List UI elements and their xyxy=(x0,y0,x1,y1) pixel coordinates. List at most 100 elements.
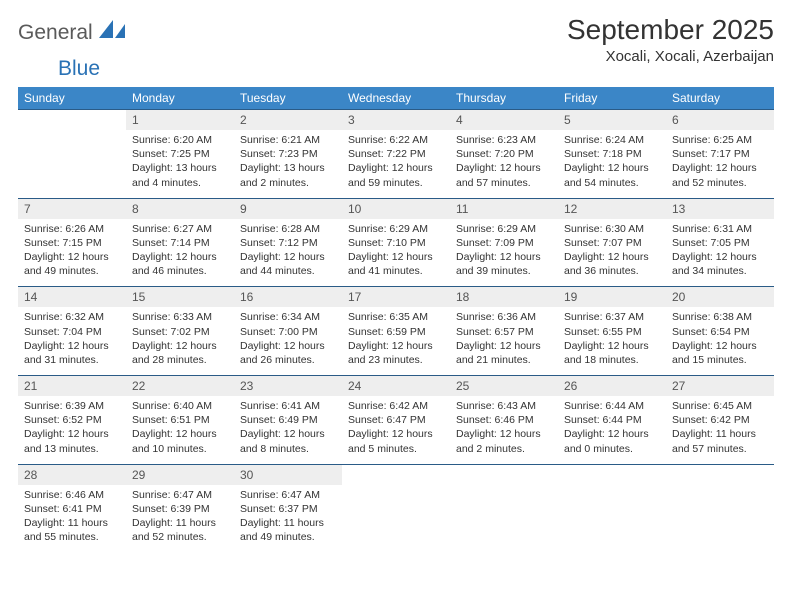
day-line: Sunrise: 6:26 AM xyxy=(24,222,120,236)
day-line: Daylight: 12 hours and 2 minutes. xyxy=(456,427,552,455)
brand-part2-wrap: Blue xyxy=(18,57,774,81)
day-number: 1 xyxy=(126,110,234,130)
day-number: 3 xyxy=(342,110,450,130)
day-line: Daylight: 12 hours and 13 minutes. xyxy=(24,427,120,455)
day-line: Sunrise: 6:46 AM xyxy=(24,488,120,502)
day-body: Sunrise: 6:42 AMSunset: 6:47 PMDaylight:… xyxy=(342,396,450,464)
day-line: Daylight: 12 hours and 41 minutes. xyxy=(348,250,444,278)
day-line: Daylight: 12 hours and 15 minutes. xyxy=(672,339,768,367)
day-line: Sunset: 7:14 PM xyxy=(132,236,228,250)
week-row: 28Sunrise: 6:46 AMSunset: 6:41 PMDayligh… xyxy=(18,464,774,552)
day-cell: 23Sunrise: 6:41 AMSunset: 6:49 PMDayligh… xyxy=(234,376,342,465)
day-cell xyxy=(18,110,126,199)
day-cell xyxy=(558,464,666,552)
day-line: Daylight: 12 hours and 10 minutes. xyxy=(132,427,228,455)
day-number xyxy=(666,465,774,485)
day-line: Sunset: 6:41 PM xyxy=(24,502,120,516)
day-line: Sunrise: 6:42 AM xyxy=(348,399,444,413)
day-number: 25 xyxy=(450,376,558,396)
day-body: Sunrise: 6:21 AMSunset: 7:23 PMDaylight:… xyxy=(234,130,342,198)
day-number: 8 xyxy=(126,199,234,219)
week-row: 21Sunrise: 6:39 AMSunset: 6:52 PMDayligh… xyxy=(18,376,774,465)
day-line: Sunset: 6:55 PM xyxy=(564,325,660,339)
day-line: Sunset: 6:49 PM xyxy=(240,413,336,427)
day-cell: 30Sunrise: 6:47 AMSunset: 6:37 PMDayligh… xyxy=(234,464,342,552)
day-line: Sunrise: 6:38 AM xyxy=(672,310,768,324)
brand-part2: Blue xyxy=(58,57,100,80)
day-line: Sunset: 6:44 PM xyxy=(564,413,660,427)
day-number: 13 xyxy=(666,199,774,219)
day-number: 22 xyxy=(126,376,234,396)
day-number: 21 xyxy=(18,376,126,396)
day-number: 12 xyxy=(558,199,666,219)
day-body xyxy=(450,485,558,543)
day-line: Sunset: 6:46 PM xyxy=(456,413,552,427)
day-line: Sunrise: 6:44 AM xyxy=(564,399,660,413)
calendar-table: Sunday Monday Tuesday Wednesday Thursday… xyxy=(18,87,774,552)
day-line: Daylight: 11 hours and 52 minutes. xyxy=(132,516,228,544)
day-line: Daylight: 11 hours and 55 minutes. xyxy=(24,516,120,544)
day-number xyxy=(558,465,666,485)
day-cell: 18Sunrise: 6:36 AMSunset: 6:57 PMDayligh… xyxy=(450,287,558,376)
day-body xyxy=(342,485,450,543)
day-number: 17 xyxy=(342,287,450,307)
day-line: Sunrise: 6:32 AM xyxy=(24,310,120,324)
day-cell xyxy=(666,464,774,552)
day-number: 15 xyxy=(126,287,234,307)
dow-sun: Sunday xyxy=(18,87,126,110)
day-line: Daylight: 12 hours and 0 minutes. xyxy=(564,427,660,455)
dow-tue: Tuesday xyxy=(234,87,342,110)
calendar-page: General September 2025 Xocali, Xocali, A… xyxy=(0,0,792,566)
day-body: Sunrise: 6:39 AMSunset: 6:52 PMDaylight:… xyxy=(18,396,126,464)
day-cell: 20Sunrise: 6:38 AMSunset: 6:54 PMDayligh… xyxy=(666,287,774,376)
day-line: Sunrise: 6:25 AM xyxy=(672,133,768,147)
day-body: Sunrise: 6:23 AMSunset: 7:20 PMDaylight:… xyxy=(450,130,558,198)
day-line: Sunset: 7:10 PM xyxy=(348,236,444,250)
day-line: Sunrise: 6:20 AM xyxy=(132,133,228,147)
day-cell: 21Sunrise: 6:39 AMSunset: 6:52 PMDayligh… xyxy=(18,376,126,465)
day-cell: 15Sunrise: 6:33 AMSunset: 7:02 PMDayligh… xyxy=(126,287,234,376)
day-body: Sunrise: 6:28 AMSunset: 7:12 PMDaylight:… xyxy=(234,219,342,287)
day-line: Daylight: 12 hours and 49 minutes. xyxy=(24,250,120,278)
day-line: Daylight: 12 hours and 52 minutes. xyxy=(672,161,768,189)
day-body: Sunrise: 6:25 AMSunset: 7:17 PMDaylight:… xyxy=(666,130,774,198)
day-number: 28 xyxy=(18,465,126,485)
day-number xyxy=(342,465,450,485)
day-line: Daylight: 13 hours and 2 minutes. xyxy=(240,161,336,189)
day-line: Sunrise: 6:33 AM xyxy=(132,310,228,324)
day-body: Sunrise: 6:34 AMSunset: 7:00 PMDaylight:… xyxy=(234,307,342,375)
day-body: Sunrise: 6:47 AMSunset: 6:37 PMDaylight:… xyxy=(234,485,342,553)
week-row: 14Sunrise: 6:32 AMSunset: 7:04 PMDayligh… xyxy=(18,287,774,376)
day-body: Sunrise: 6:30 AMSunset: 7:07 PMDaylight:… xyxy=(558,219,666,287)
day-line: Sunset: 6:52 PM xyxy=(24,413,120,427)
day-body: Sunrise: 6:32 AMSunset: 7:04 PMDaylight:… xyxy=(18,307,126,375)
day-number: 7 xyxy=(18,199,126,219)
day-number: 18 xyxy=(450,287,558,307)
day-body: Sunrise: 6:36 AMSunset: 6:57 PMDaylight:… xyxy=(450,307,558,375)
day-number: 16 xyxy=(234,287,342,307)
day-number: 19 xyxy=(558,287,666,307)
day-line: Daylight: 12 hours and 46 minutes. xyxy=(132,250,228,278)
brand-logo: General xyxy=(18,14,127,45)
day-body: Sunrise: 6:29 AMSunset: 7:09 PMDaylight:… xyxy=(450,219,558,287)
day-cell: 26Sunrise: 6:44 AMSunset: 6:44 PMDayligh… xyxy=(558,376,666,465)
day-line: Sunset: 7:17 PM xyxy=(672,147,768,161)
day-number: 20 xyxy=(666,287,774,307)
day-line: Daylight: 12 hours and 39 minutes. xyxy=(456,250,552,278)
day-body: Sunrise: 6:47 AMSunset: 6:39 PMDaylight:… xyxy=(126,485,234,553)
weeks-body: 1Sunrise: 6:20 AMSunset: 7:25 PMDaylight… xyxy=(18,110,774,553)
day-cell: 28 Sunrise: 6:46 AMSunset: 6:41 PMDayligh… xyxy=(18,464,126,552)
day-line: Sunset: 6:59 PM xyxy=(348,325,444,339)
day-number: 29 xyxy=(126,465,234,485)
day-line: Sunset: 7:09 PM xyxy=(456,236,552,250)
day-body: Sunrise: 6:35 AMSunset: 6:59 PMDaylight:… xyxy=(342,307,450,375)
day-number xyxy=(18,110,126,130)
day-line: Daylight: 12 hours and 57 minutes. xyxy=(456,161,552,189)
day-line: Daylight: 13 hours and 4 minutes. xyxy=(132,161,228,189)
day-cell: 27Sunrise: 6:45 AMSunset: 6:42 PMDayligh… xyxy=(666,376,774,465)
day-line: Sunset: 6:51 PM xyxy=(132,413,228,427)
day-body: Sunrise: 6:40 AMSunset: 6:51 PMDaylight:… xyxy=(126,396,234,464)
dow-sat: Saturday xyxy=(666,87,774,110)
day-cell xyxy=(450,464,558,552)
day-cell: 14Sunrise: 6:32 AMSunset: 7:04 PMDayligh… xyxy=(18,287,126,376)
